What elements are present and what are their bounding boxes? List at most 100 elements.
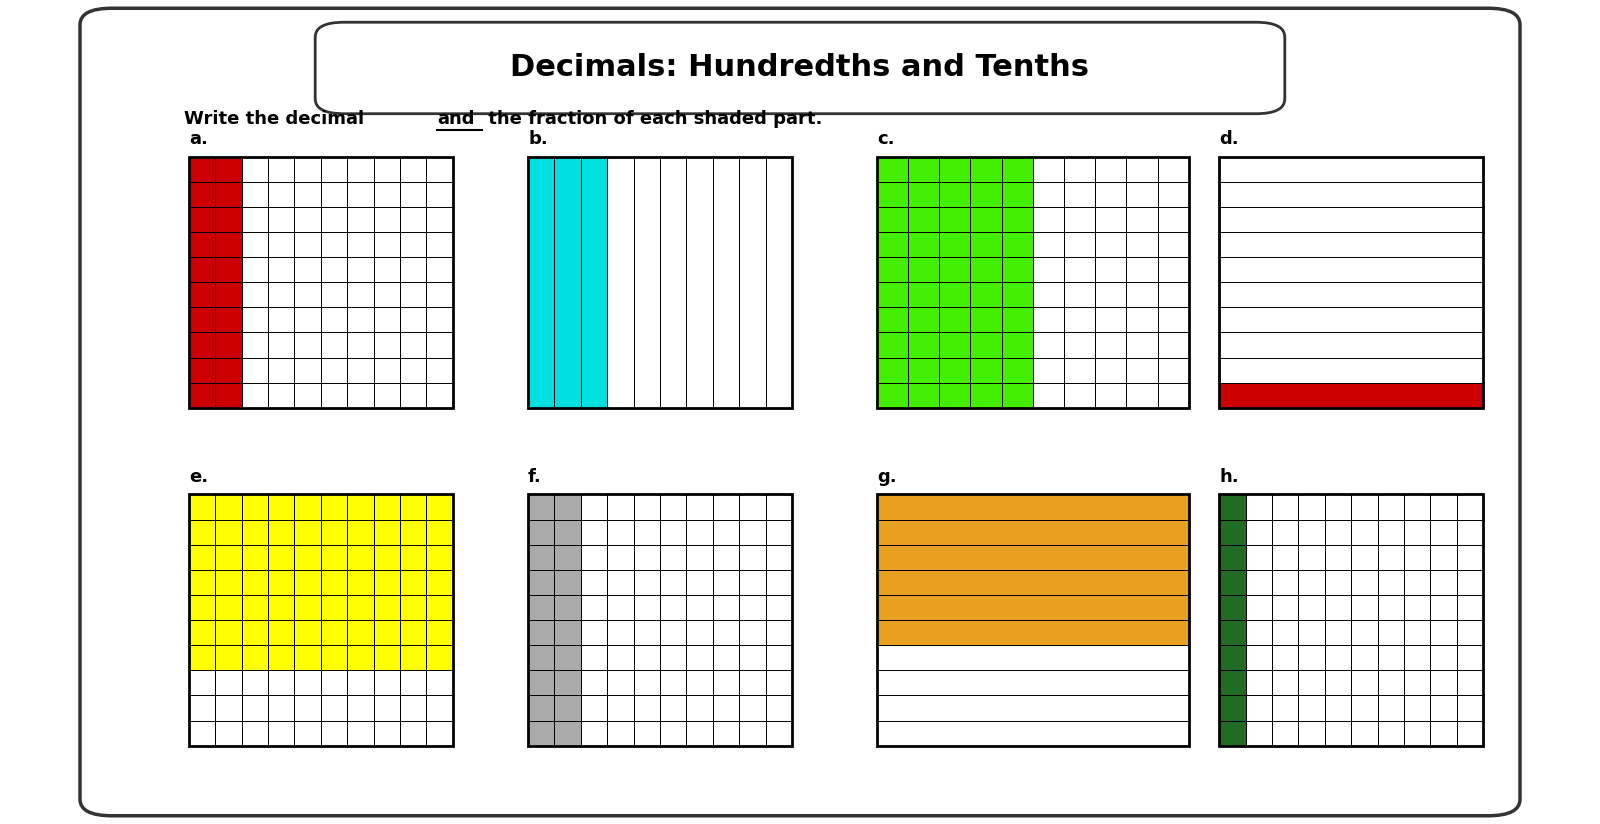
- Bar: [1034, 182, 1064, 207]
- Bar: [294, 595, 320, 620]
- Bar: [1378, 620, 1403, 645]
- Bar: [1096, 332, 1126, 358]
- Bar: [214, 520, 242, 545]
- Bar: [1299, 720, 1325, 746]
- Bar: [1002, 207, 1034, 232]
- Bar: [661, 545, 686, 570]
- Bar: [1034, 358, 1064, 383]
- Bar: [242, 182, 269, 207]
- Bar: [608, 720, 634, 746]
- Bar: [877, 182, 909, 207]
- Bar: [1378, 570, 1403, 595]
- Bar: [347, 720, 373, 746]
- Bar: [214, 207, 242, 232]
- Bar: [1219, 520, 1245, 545]
- Bar: [555, 695, 581, 720]
- Bar: [320, 520, 347, 545]
- Bar: [1002, 157, 1034, 182]
- Bar: [608, 671, 634, 695]
- Bar: [1126, 182, 1158, 207]
- Bar: [1096, 207, 1126, 232]
- Bar: [1272, 545, 1298, 570]
- Bar: [766, 645, 792, 671]
- Bar: [347, 671, 373, 695]
- Bar: [189, 620, 214, 645]
- Text: h.: h.: [1219, 468, 1238, 486]
- Bar: [294, 157, 320, 182]
- Bar: [661, 520, 686, 545]
- Bar: [634, 645, 661, 671]
- Bar: [294, 283, 320, 307]
- Bar: [242, 671, 269, 695]
- Bar: [877, 595, 1189, 620]
- Bar: [373, 307, 400, 333]
- Bar: [1219, 307, 1483, 333]
- Bar: [189, 494, 453, 746]
- Bar: [373, 358, 400, 383]
- Bar: [400, 383, 426, 408]
- Bar: [1064, 307, 1094, 333]
- Bar: [242, 520, 269, 545]
- Bar: [373, 620, 400, 645]
- Bar: [373, 570, 400, 595]
- Bar: [581, 545, 606, 570]
- Bar: [320, 232, 347, 257]
- Bar: [294, 383, 320, 408]
- Bar: [347, 207, 373, 232]
- Bar: [373, 671, 400, 695]
- Bar: [320, 620, 347, 645]
- Bar: [608, 520, 634, 545]
- Bar: [970, 157, 1002, 182]
- Bar: [1219, 157, 1483, 182]
- Bar: [189, 695, 214, 720]
- Bar: [1405, 645, 1430, 671]
- Bar: [1378, 595, 1403, 620]
- Bar: [242, 157, 269, 182]
- Bar: [1245, 494, 1272, 520]
- Bar: [1158, 307, 1189, 333]
- Bar: [714, 720, 739, 746]
- Bar: [189, 545, 214, 570]
- Bar: [242, 207, 269, 232]
- Bar: [242, 695, 269, 720]
- Bar: [189, 182, 214, 207]
- Bar: [1325, 595, 1350, 620]
- Bar: [634, 720, 661, 746]
- Bar: [1405, 720, 1430, 746]
- Bar: [1034, 332, 1064, 358]
- Text: the fraction of each shaded part.: the fraction of each shaded part.: [482, 110, 822, 129]
- Bar: [347, 520, 373, 545]
- Bar: [373, 283, 400, 307]
- Bar: [320, 545, 347, 570]
- Bar: [766, 157, 792, 408]
- Bar: [294, 358, 320, 383]
- Bar: [1272, 720, 1298, 746]
- Bar: [877, 207, 909, 232]
- Bar: [1272, 695, 1298, 720]
- Bar: [739, 671, 766, 695]
- Bar: [608, 595, 634, 620]
- Bar: [877, 358, 909, 383]
- Bar: [189, 332, 214, 358]
- Bar: [1064, 182, 1094, 207]
- Bar: [426, 207, 453, 232]
- Bar: [294, 520, 320, 545]
- Bar: [269, 182, 294, 207]
- Bar: [400, 645, 426, 671]
- Bar: [555, 645, 581, 671]
- Bar: [714, 595, 739, 620]
- Bar: [528, 570, 554, 595]
- Bar: [528, 157, 554, 408]
- Bar: [1126, 383, 1158, 408]
- Bar: [1272, 671, 1298, 695]
- Bar: [214, 383, 242, 408]
- Bar: [320, 645, 347, 671]
- Bar: [714, 645, 739, 671]
- Bar: [294, 695, 320, 720]
- Bar: [877, 494, 1189, 520]
- Bar: [426, 332, 453, 358]
- Bar: [739, 595, 766, 620]
- Bar: [426, 620, 453, 645]
- Bar: [426, 182, 453, 207]
- Bar: [581, 720, 606, 746]
